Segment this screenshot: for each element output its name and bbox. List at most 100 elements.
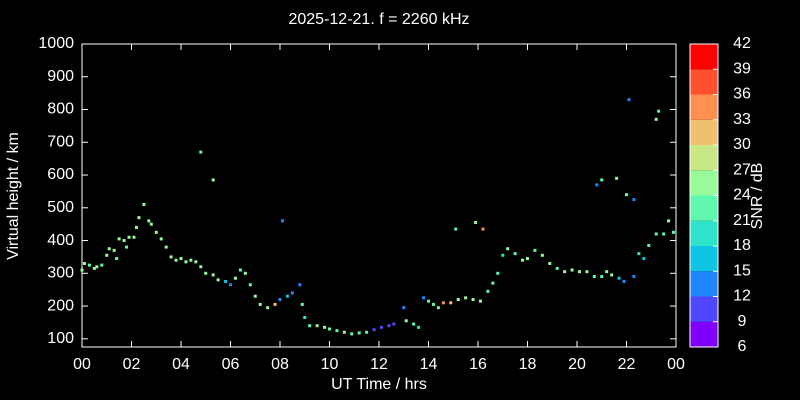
data-point — [243, 271, 247, 275]
data-point — [248, 283, 252, 287]
data-point — [615, 176, 619, 180]
data-point — [315, 324, 319, 328]
data-point — [189, 258, 193, 262]
data-point — [117, 237, 121, 241]
colorbar-band — [690, 321, 718, 347]
colorbar-tick-label: 30 — [733, 136, 751, 153]
colorbar-tick-label: 36 — [733, 86, 751, 103]
data-point — [632, 198, 636, 202]
colorbar-label: SNR / dB — [749, 163, 766, 230]
y-tick-label: 600 — [47, 166, 74, 183]
data-point — [402, 306, 406, 310]
data-point — [87, 263, 91, 267]
data-point — [456, 298, 460, 302]
colorbar-band — [690, 69, 718, 95]
y-tick-label: 700 — [47, 133, 74, 150]
data-point — [142, 203, 146, 207]
data-point — [154, 230, 158, 234]
data-point — [95, 265, 99, 269]
data-point — [278, 298, 282, 302]
data-point — [595, 183, 599, 187]
colorbar-tick-label: 6 — [738, 338, 747, 355]
data-point — [637, 252, 641, 256]
colorbar-band — [690, 145, 718, 171]
data-point — [328, 327, 331, 331]
x-axis-label: UT Time / hrs — [331, 376, 427, 393]
data-point — [112, 248, 116, 252]
x-tick-label: 12 — [370, 356, 388, 373]
data-point — [540, 253, 544, 257]
data-point — [617, 276, 621, 280]
data-point — [600, 178, 604, 182]
data-point — [164, 245, 168, 249]
data-point — [481, 227, 485, 231]
colorbar-band — [690, 170, 718, 196]
data-point — [667, 219, 671, 223]
data-point — [491, 281, 495, 285]
data-point — [647, 243, 651, 247]
data-point — [169, 255, 173, 259]
data-point — [627, 98, 631, 102]
colorbar-band — [690, 44, 718, 70]
data-point — [105, 253, 109, 257]
data-point — [625, 193, 628, 197]
data-point — [404, 319, 408, 323]
data-point — [672, 230, 676, 234]
x-tick-label: 08 — [271, 356, 289, 373]
data-point — [605, 270, 609, 274]
colorbar-band — [690, 271, 718, 297]
data-point — [657, 109, 661, 113]
x-tick-label: 00 — [667, 356, 685, 373]
data-point — [290, 291, 294, 295]
x-tick-label: 04 — [172, 356, 190, 373]
data-point — [132, 235, 136, 239]
y-tick-label: 100 — [47, 330, 74, 347]
colorbar-band — [690, 296, 718, 322]
y-tick-label: 300 — [47, 265, 74, 282]
y-axis-label: Virtual height / km — [5, 132, 22, 260]
data-point — [147, 219, 151, 223]
data-point — [412, 322, 416, 326]
data-point — [548, 261, 552, 265]
data-point — [372, 328, 376, 332]
data-point — [273, 302, 277, 306]
data-point — [570, 268, 574, 272]
data-point — [115, 257, 119, 261]
data-point — [303, 316, 307, 320]
data-point — [125, 245, 129, 249]
colorbar-band — [690, 195, 718, 221]
data-point — [577, 270, 581, 274]
colorbar-band — [690, 220, 718, 246]
colorbar-band — [690, 94, 718, 120]
data-point — [335, 329, 339, 333]
data-point — [392, 322, 396, 326]
data-point — [610, 273, 614, 277]
data-point — [563, 270, 567, 274]
data-point — [298, 283, 302, 287]
colorbar-band — [690, 246, 718, 272]
data-point — [149, 222, 153, 226]
data-point — [80, 268, 84, 272]
data-point — [127, 235, 131, 239]
data-point — [387, 324, 391, 328]
data-point — [379, 325, 383, 329]
chart-title: 2025-12-21. f = 2260 kHz — [288, 11, 469, 28]
data-point — [486, 289, 490, 293]
data-point — [526, 257, 529, 261]
data-point — [454, 227, 458, 231]
data-point — [199, 150, 203, 154]
x-tick-label: 22 — [618, 356, 636, 373]
y-tick-label: 500 — [47, 199, 74, 216]
colorbar-tick-label: 21 — [733, 212, 751, 229]
data-point — [431, 302, 435, 306]
data-point — [308, 324, 312, 328]
data-point — [107, 247, 111, 251]
plot-frame — [81, 43, 677, 348]
data-point — [357, 331, 361, 335]
data-point — [464, 296, 468, 300]
data-point — [642, 257, 646, 261]
data-point — [179, 257, 183, 261]
data-point — [224, 279, 228, 283]
colorbar-band — [690, 119, 718, 145]
